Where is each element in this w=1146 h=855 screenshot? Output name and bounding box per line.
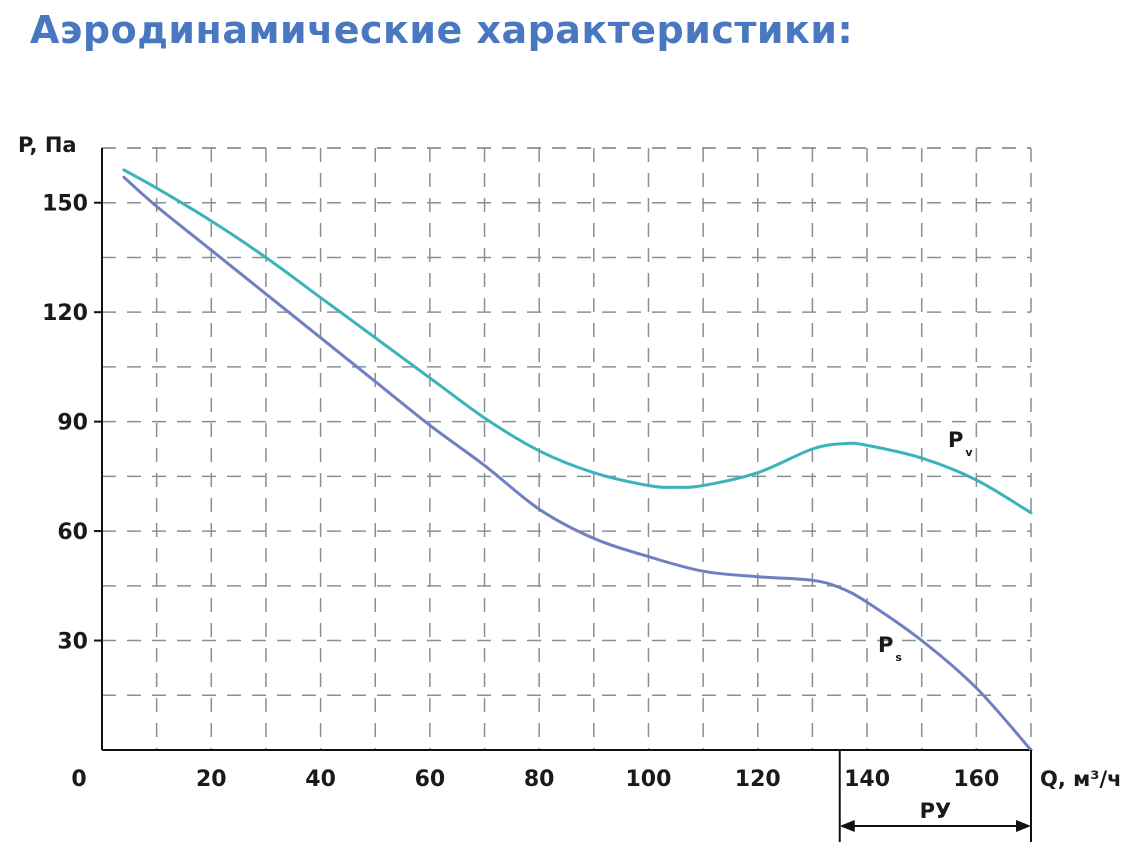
chart-axes [94, 148, 1031, 751]
x-tick-label: 40 [305, 767, 336, 792]
x-axis-label: Q, м³/ч [1040, 767, 1122, 791]
series-label-pv: Pv [948, 428, 973, 459]
y-axis-label: P, Па [18, 133, 77, 157]
y-tick-label: 30 [57, 630, 88, 655]
x-tick-label: 160 [953, 767, 999, 792]
x-tick-label: 140 [844, 767, 890, 792]
ru-label: РУ [920, 799, 952, 823]
ru-arrow-right-head [1016, 820, 1031, 832]
ru-arrow-left-head [839, 820, 855, 832]
x-tick-label: 120 [735, 767, 781, 792]
series-line-ps [122, 175, 1033, 752]
y-tick-label: 90 [57, 411, 88, 436]
ru-range-annotation: РУ [838, 750, 1032, 842]
page-title: Аэродинамические характеристики: [30, 8, 854, 52]
y-tick-labels: 30 60 90 120 150 [42, 192, 88, 655]
series-line-pv [122, 168, 1033, 515]
x-tick-label: 100 [626, 767, 672, 792]
y-tick-label: 150 [42, 192, 88, 217]
series-label-ps: Ps [878, 633, 902, 664]
y-tick-label: 120 [42, 301, 88, 326]
chart-series: Pv Ps [122, 168, 1033, 752]
x-tick-label: 0 [71, 767, 86, 792]
chart-grid [102, 147, 1032, 750]
y-tick-label: 60 [57, 520, 88, 545]
x-tick-labels: 0 20 40 60 80 100 120 140 160 [71, 767, 999, 792]
x-tick-label: 80 [524, 767, 555, 792]
x-tick-label: 20 [196, 767, 227, 792]
x-tick-label: 60 [415, 767, 446, 792]
